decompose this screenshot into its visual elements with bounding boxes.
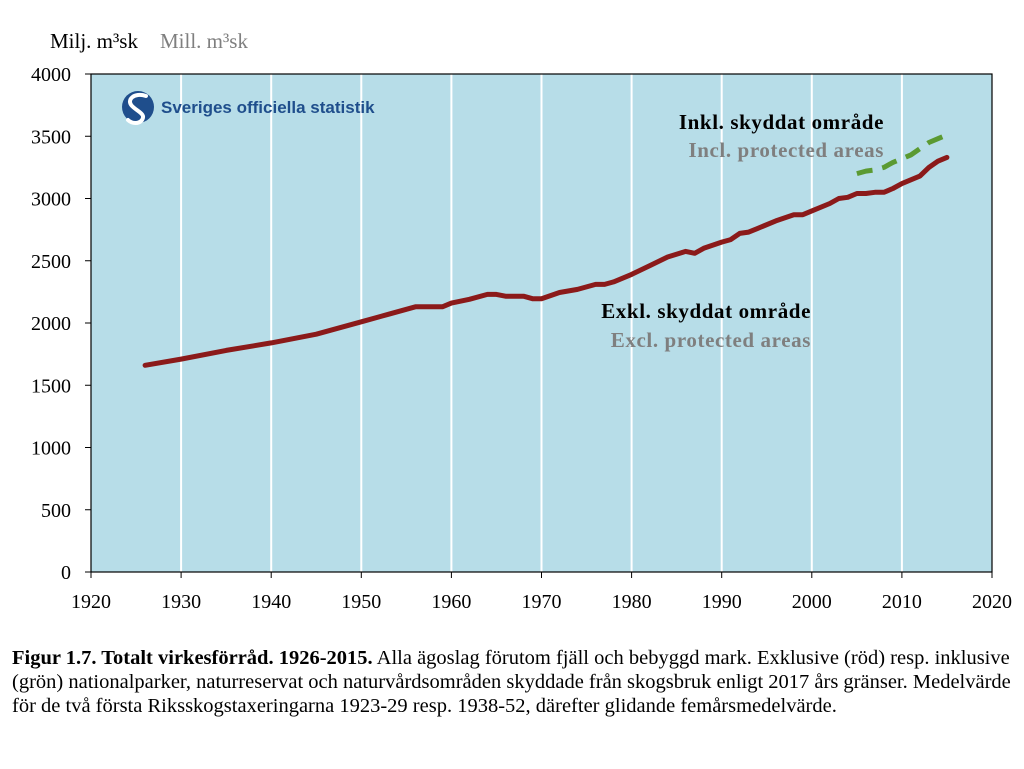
y-tick-label-2000: 2000: [31, 313, 71, 335]
y-tick-label-2500: 2500: [31, 251, 71, 273]
y-tick-label-1000: 1000: [31, 438, 71, 460]
y-tick-label-500: 500: [41, 500, 71, 522]
annotation-incl-english: Incl. protected areas: [688, 138, 884, 162]
chart: Milj. m³sk Mill. m³sk 0 500 1000 1500 2000 25…: [31, 29, 1012, 613]
x-tick-label-1950: 1950: [341, 591, 381, 613]
sos-logo-text: Sveriges officiella statistik: [161, 98, 375, 117]
x-tick-label-2020: 2020: [972, 591, 1012, 613]
sos-logo: Sveriges officiella statistik: [122, 91, 375, 125]
x-tick-label-1930: 1930: [161, 591, 201, 613]
y-tick-label-3500: 3500: [31, 126, 71, 148]
y-tick-label-4000: 4000: [31, 64, 71, 86]
annotation-incl-swedish: Inkl. skyddat område: [679, 110, 884, 134]
x-tick-label-1990: 1990: [702, 591, 742, 613]
sos-logo-icon-swirl: [126, 93, 148, 125]
axes: 0 500 1000 1500 2000 2500 3000 3500 4000 1920 1930…: [31, 64, 1012, 613]
series-layer: [142, 132, 950, 368]
y-tick-label-0: 0: [61, 562, 71, 584]
x-tick-label-2000: 2000: [792, 591, 832, 613]
figure-caption: Figur 1.7. Totalt virkesförråd. 1926-201…: [12, 646, 1012, 718]
annotation-excl-swedish: Exkl. skyddat område: [601, 299, 811, 323]
caption-title: Figur 1.7. Totalt virkesförråd. 1926-201…: [12, 647, 373, 669]
x-tick-label-1970: 1970: [522, 591, 562, 613]
y-unit-label-english: Mill. m³sk: [160, 29, 248, 53]
x-tick-label-1960: 1960: [431, 591, 471, 613]
y-tick-label-3000: 3000: [31, 189, 71, 211]
caption-text: Alla ägoslag förutom fjäll och bebyggd m…: [12, 647, 1011, 717]
series-line-incl: [856, 132, 948, 177]
y-unit-label-swedish: Milj. m³sk: [50, 29, 138, 53]
annotations: Inkl. skyddat område Incl. protected are…: [601, 110, 884, 352]
series-line-excl: [142, 154, 950, 368]
x-tick-label-2010: 2010: [882, 591, 922, 613]
x-tick-label-1940: 1940: [251, 591, 291, 613]
y-tick-label-1500: 1500: [31, 375, 71, 397]
x-tick-label-1920: 1920: [71, 591, 111, 613]
annotation-excl-english: Excl. protected areas: [611, 328, 811, 352]
x-tick-label-1980: 1980: [612, 591, 652, 613]
